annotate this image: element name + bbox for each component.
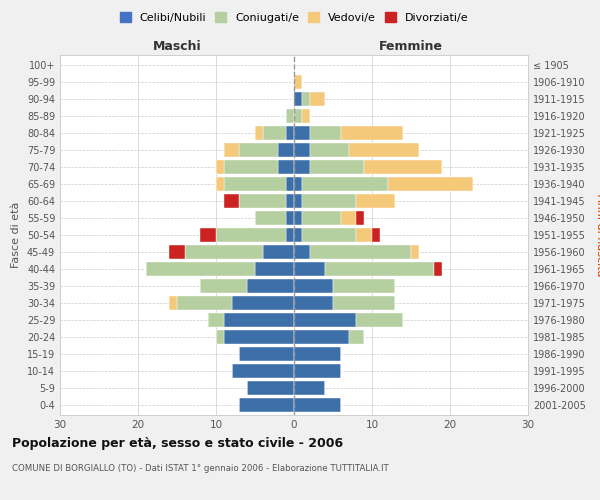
Bar [239, 347, 294, 360]
Text: COMUNE DI BORGIALLO (TO) - Dati ISTAT 1° gennaio 2006 - Elaborazione TUTTITALIA.: COMUNE DI BORGIALLO (TO) - Dati ISTAT 1°… [12, 464, 389, 473]
Y-axis label: Fasce di età: Fasce di età [11, 202, 21, 268]
Bar [216, 228, 286, 242]
Bar [294, 76, 302, 89]
Bar [255, 211, 286, 225]
Bar [294, 313, 356, 326]
Bar [294, 330, 349, 344]
Bar [302, 194, 356, 208]
Bar [294, 296, 333, 310]
Bar [278, 144, 294, 157]
Bar [356, 228, 372, 242]
Bar [263, 245, 294, 259]
Bar [294, 160, 310, 174]
Bar [294, 245, 310, 259]
Bar [169, 245, 185, 259]
Bar [224, 330, 294, 344]
Bar [294, 144, 310, 157]
Bar [286, 228, 294, 242]
Bar [294, 364, 341, 378]
Bar [286, 126, 294, 140]
Bar [310, 245, 411, 259]
Bar [372, 228, 380, 242]
Bar [294, 110, 302, 123]
Bar [255, 262, 294, 276]
Y-axis label: Anni di nascita: Anni di nascita [595, 194, 600, 276]
Bar [294, 381, 325, 394]
Bar [302, 178, 388, 191]
Bar [302, 92, 310, 106]
Bar [294, 92, 302, 106]
Bar [349, 144, 419, 157]
Legend: Celibi/Nubili, Coniugati/e, Vedovi/e, Divorziati/e: Celibi/Nubili, Coniugati/e, Vedovi/e, Di… [115, 8, 473, 28]
Bar [224, 194, 239, 208]
Bar [286, 211, 294, 225]
Bar [216, 160, 224, 174]
Bar [411, 245, 419, 259]
Bar [325, 262, 434, 276]
Bar [169, 296, 177, 310]
Bar [239, 144, 278, 157]
Bar [232, 364, 294, 378]
Text: Femmine: Femmine [379, 40, 443, 54]
Bar [224, 144, 239, 157]
Bar [388, 178, 473, 191]
Bar [294, 279, 333, 292]
Bar [200, 228, 216, 242]
Bar [232, 296, 294, 310]
Bar [356, 313, 403, 326]
Bar [364, 160, 442, 174]
Bar [263, 126, 286, 140]
Bar [216, 330, 224, 344]
Bar [255, 126, 263, 140]
Bar [294, 262, 325, 276]
Bar [294, 347, 341, 360]
Bar [310, 144, 349, 157]
Bar [216, 178, 224, 191]
Bar [356, 194, 395, 208]
Bar [146, 262, 255, 276]
Bar [302, 211, 341, 225]
Bar [294, 228, 302, 242]
Bar [224, 178, 286, 191]
Bar [333, 279, 395, 292]
Bar [224, 313, 294, 326]
Bar [286, 178, 294, 191]
Bar [294, 126, 310, 140]
Bar [286, 194, 294, 208]
Bar [294, 194, 302, 208]
Bar [310, 160, 364, 174]
Bar [294, 398, 341, 411]
Bar [224, 160, 278, 174]
Bar [294, 178, 302, 191]
Bar [356, 211, 364, 225]
Bar [185, 245, 263, 259]
Bar [341, 211, 356, 225]
Bar [434, 262, 442, 276]
Bar [200, 279, 247, 292]
Bar [333, 296, 395, 310]
Bar [239, 194, 286, 208]
Bar [341, 126, 403, 140]
Bar [310, 126, 341, 140]
Bar [349, 330, 364, 344]
Bar [239, 398, 294, 411]
Bar [302, 228, 356, 242]
Bar [302, 110, 310, 123]
Bar [310, 92, 325, 106]
Bar [247, 279, 294, 292]
Bar [177, 296, 232, 310]
Bar [208, 313, 224, 326]
Text: Popolazione per età, sesso e stato civile - 2006: Popolazione per età, sesso e stato civil… [12, 438, 343, 450]
Text: Maschi: Maschi [152, 40, 202, 54]
Bar [286, 110, 294, 123]
Bar [278, 160, 294, 174]
Bar [294, 211, 302, 225]
Bar [247, 381, 294, 394]
